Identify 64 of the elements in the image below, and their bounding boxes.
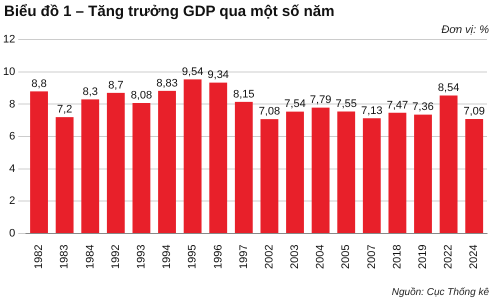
x-tick-label: 1994 — [161, 244, 174, 270]
data-label: 8,7 — [108, 79, 124, 92]
bar — [132, 102, 150, 234]
data-label: 8,54 — [438, 82, 460, 94]
bar — [106, 92, 125, 234]
bar — [260, 119, 278, 234]
y-tick-label: 10 — [2, 66, 16, 78]
data-label: 8,08 — [130, 89, 152, 102]
data-label: 9,54 — [182, 66, 204, 78]
data-label: 7,2 — [56, 104, 72, 116]
data-label: 7,79 — [310, 94, 332, 106]
bar — [337, 112, 356, 234]
data-label: 7,54 — [284, 98, 306, 110]
x-tick-label: 2005 — [340, 244, 352, 270]
data-label: 7,36 — [412, 101, 434, 114]
x-tick-label: 2022 — [442, 244, 455, 270]
x-tick-label: 1983 — [58, 244, 71, 270]
bar — [158, 90, 176, 234]
bar — [30, 91, 48, 234]
data-label: 9,34 — [208, 69, 229, 82]
y-tick-label: 12 — [2, 34, 16, 46]
text: Đơn vị: % — [441, 24, 489, 36]
data-label: 7,47 — [386, 99, 408, 112]
x-tick-label: 1996 — [212, 244, 224, 270]
data-label: 7,09 — [463, 105, 485, 118]
x-tick-label: 2018 — [391, 244, 404, 270]
x-tick-label: 2002 — [263, 244, 276, 270]
bar — [56, 117, 74, 234]
bar — [234, 102, 253, 234]
bar — [184, 79, 202, 234]
x-tick-label: 1997 — [238, 244, 250, 270]
bar — [440, 96, 458, 234]
x-tick-label: 2007 — [366, 244, 378, 270]
text: Nguồn: Cục Thống kê — [392, 287, 489, 298]
bar — [388, 112, 406, 234]
bar — [465, 118, 484, 234]
data-label: 7,08 — [258, 106, 280, 118]
data-label: 8,3 — [82, 86, 98, 98]
x-tick-label: 1992 — [110, 244, 122, 270]
x-tick-label: 1984 — [84, 244, 96, 270]
x-tick-label: 1995 — [186, 244, 199, 270]
chart-title: Biểu đồ 1 – Tăng trưởng GDP qua một số năm — [4, 3, 334, 20]
data-label: 7,55 — [336, 98, 357, 110]
x-tick-label: 2004 — [314, 244, 327, 270]
data-label: 8,8 — [31, 78, 47, 90]
y-tick-label: 0 — [9, 228, 16, 240]
bar — [81, 99, 100, 234]
x-tick-label: 2019 — [417, 244, 430, 270]
data-label: 8,83 — [156, 77, 178, 90]
bar — [209, 82, 228, 234]
bar — [286, 112, 304, 234]
x-tick-label: 2003 — [289, 244, 302, 270]
y-tick-label: 8 — [9, 98, 16, 110]
y-tick-label: 6 — [9, 130, 16, 143]
y-tick-label: 2 — [9, 195, 16, 208]
x-tick-label: 1982 — [33, 244, 46, 270]
bar — [362, 118, 381, 234]
y-tick-label: 4 — [9, 162, 16, 175]
x-tick-label: 1993 — [135, 244, 148, 270]
bar — [414, 114, 432, 234]
data-label: 7,13 — [361, 104, 383, 117]
data-label: 8,15 — [233, 88, 255, 100]
x-tick-label: 2024 — [468, 244, 480, 270]
bar — [312, 108, 330, 234]
